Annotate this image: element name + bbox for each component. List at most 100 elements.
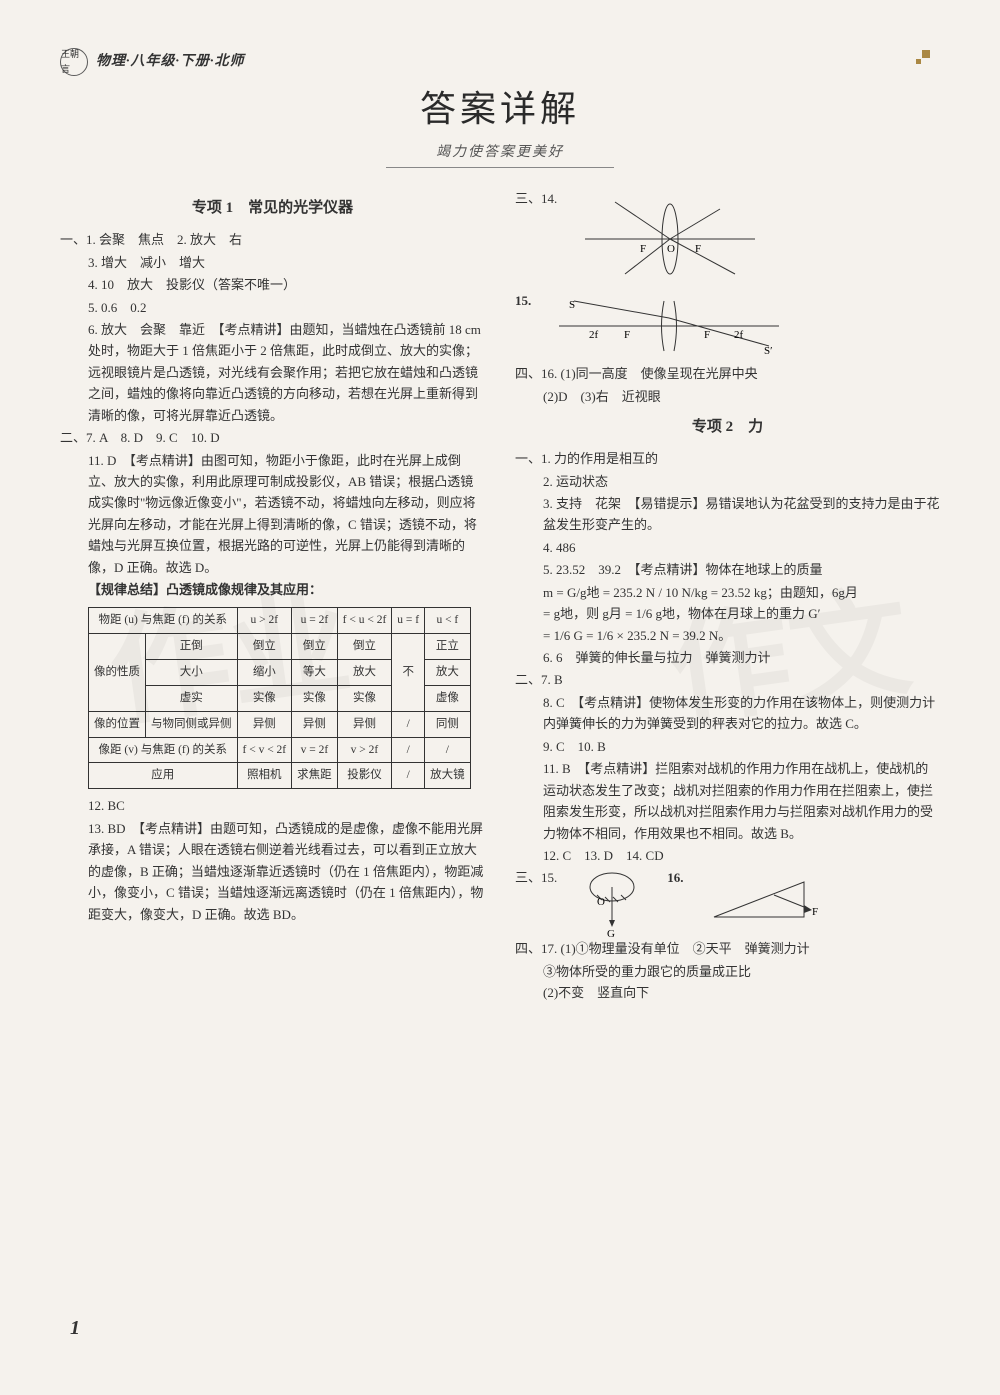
svg-text:S: S [569, 299, 575, 311]
table-cell: 像的性质 [89, 633, 146, 711]
q14-label: 三、14. [515, 188, 557, 209]
lens-diagram-icon: F F O [585, 194, 755, 284]
svg-text:S′: S′ [764, 345, 773, 356]
q16-label: 16. [667, 867, 683, 888]
page-number: 1 [70, 1312, 80, 1345]
table-cell: 物距 (u) 与焦距 (f) 的关系 [89, 607, 238, 633]
logo-circle: 王朝言 [60, 48, 88, 76]
answer-item: ③物体所受的重力跟它的质量成正比 [515, 961, 940, 982]
answer-item: 一、1. 力的作用是相互的 [515, 448, 940, 469]
page-title: 答案详解 竭力使答案更美好 [60, 80, 940, 168]
section1-title: 专项 1 常见的光学仪器 [60, 196, 485, 221]
badge-text: 王朝言 [61, 47, 87, 77]
svg-text:F: F [624, 329, 630, 341]
table-row: 像的性质 正倒 倒立 倒立 倒立 不 正立 [89, 633, 471, 659]
table-cell: 放大镜 [425, 763, 471, 789]
calc-line: = 1/6 G = 1/6 × 235.2 N = 39.2 N。 [515, 625, 940, 646]
gravity-diagram-icon: G O [577, 867, 647, 937]
table-cell: 异侧 [292, 711, 338, 737]
answer-item: 3. 增大 减小 增大 [60, 252, 485, 273]
answer-item: 二、7. A 8. D 9. C 10. D [60, 427, 485, 448]
table-cell: 实像 [292, 685, 338, 711]
subject-line: 物理·八年级·下册·北师 [96, 50, 245, 73]
table-cell: 与物同侧或异侧 [146, 711, 238, 737]
table-cell: 求焦距 [292, 763, 338, 789]
left-column: 专项 1 常见的光学仪器 一、1. 会聚 焦点 2. 放大 右 3. 增大 减小… [60, 188, 485, 1003]
table-cell: 等大 [292, 659, 338, 685]
q15-label: 三、15. [515, 867, 557, 888]
table-cell: / [392, 763, 425, 789]
table-cell: 实像 [337, 685, 392, 711]
answer-item: (2)D (3)右 近视眼 [515, 386, 940, 407]
lens-rules-table: 物距 (u) 与焦距 (f) 的关系 u > 2f u = 2f f < u <… [88, 607, 471, 790]
answer-item: 二、7. B [515, 669, 940, 690]
table-cell: 实像 [237, 685, 292, 711]
table-cell: 倒立 [337, 633, 392, 659]
corner-icon [916, 50, 930, 64]
svg-text:F: F [640, 243, 646, 255]
table-cell: 虚实 [146, 685, 238, 711]
table-cell: u > 2f [237, 607, 292, 633]
answer-item: 12. C 13. D 14. CD [515, 845, 940, 866]
table-cell: 同侧 [425, 711, 471, 737]
answer-item: 8. C 【考点精讲】使物体发生形变的力作用在该物体上，则使测力计内弹簧伸长的力… [515, 692, 940, 735]
answer-item: 13. BD 【考点精讲】由题可知，凸透镜成的是虚像，虚像不能用光屏承接，A 错… [60, 818, 485, 925]
table-cell: 投影仪 [337, 763, 392, 789]
table-row: 物距 (u) 与焦距 (f) 的关系 u > 2f u = 2f f < u <… [89, 607, 471, 633]
answer-item: 9. C 10. B [515, 736, 940, 757]
table-cell: f < v < 2f [237, 737, 292, 763]
answer-item: 12. BC [60, 795, 485, 816]
q15-label: 15. [515, 290, 531, 311]
table-cell: u = f [392, 607, 425, 633]
title-sub: 竭力使答案更美好 [386, 141, 614, 168]
table-cell: 倒立 [292, 633, 338, 659]
svg-text:F: F [812, 906, 818, 918]
table-cell: 缩小 [237, 659, 292, 685]
table-cell: 放大 [425, 659, 471, 685]
answer-item: 5. 23.52 39.2 【考点精讲】物体在地球上的质量 [515, 559, 940, 580]
answer-item: 一、1. 会聚 焦点 2. 放大 右 [60, 229, 485, 250]
table-cell: v > 2f [337, 737, 392, 763]
answer-item: 6. 放大 会聚 靠近 【考点精讲】由题知，当蜡烛在凸透镜前 18 cm 处时，… [60, 319, 485, 426]
table-cell: 虚像 [425, 685, 471, 711]
table-cell: f < u < 2f [337, 607, 392, 633]
incline-force-diagram-icon: F [704, 867, 824, 927]
title-main: 答案详解 [60, 80, 940, 139]
svg-text:F: F [704, 329, 710, 341]
table-cell: / [425, 737, 471, 763]
calc-line: = g地，则 g月 = 1/6 g地，物体在月球上的重力 G′ [515, 603, 940, 624]
table-cell: u < f [425, 607, 471, 633]
table-cell: 正立 [425, 633, 471, 659]
answer-item: 6. 6 弹簧的伸长量与拉力 弹簧测力计 [515, 647, 940, 668]
answer-item: 5. 0.6 0.2 [60, 297, 485, 318]
right-column: 三、14. F F O 15. S S′ 2f [515, 188, 940, 1003]
answer-item: 11. D 【考点精讲】由图可知，物距小于像距，此时在光屏上成倒立、放大的实像，… [60, 450, 485, 579]
table-cell: u = 2f [292, 607, 338, 633]
table-cell: v = 2f [292, 737, 338, 763]
concave-lens-diagram-icon: S S′ 2f F F 2f [559, 296, 779, 356]
table-cell: 异侧 [237, 711, 292, 737]
svg-text:O: O [597, 896, 605, 908]
svg-text:2f: 2f [734, 329, 744, 341]
table-cell: 异侧 [337, 711, 392, 737]
svg-text:F: F [695, 243, 701, 255]
table-cell: 正倒 [146, 633, 238, 659]
table-cell: 不 [392, 633, 425, 711]
answer-item: 四、17. (1)①物理量没有单位 ②天平 弹簧测力计 [515, 938, 940, 959]
answer-item: 2. 运动状态 [515, 471, 940, 492]
header-badge: 王朝言 物理·八年级·下册·北师 [60, 48, 245, 76]
answer-item: 4. 486 [515, 537, 940, 558]
content-columns: 专项 1 常见的光学仪器 一、1. 会聚 焦点 2. 放大 右 3. 增大 减小… [60, 188, 940, 1003]
table-cell: 倒立 [237, 633, 292, 659]
table-cell: 大小 [146, 659, 238, 685]
svg-text:G: G [607, 928, 615, 937]
answer-item: 11. B 【考点精讲】拦阻索对战机的作用力作用在战机上，使战机的运动状态发生了… [515, 758, 940, 844]
table-cell: / [392, 711, 425, 737]
table-cell: / [392, 737, 425, 763]
table-cell: 像的位置 [89, 711, 146, 737]
answer-item: 4. 10 放大 投影仪（答案不唯一） [60, 274, 485, 295]
calc-line: m = G/g地 = 235.2 N / 10 N/kg = 23.52 kg；… [515, 582, 940, 603]
table-row: 应用 照相机 求焦距 投影仪 / 放大镜 [89, 763, 471, 789]
table-cell: 放大 [337, 659, 392, 685]
table-row: 像的位置 与物同侧或异侧 异侧 异侧 异侧 / 同侧 [89, 711, 471, 737]
